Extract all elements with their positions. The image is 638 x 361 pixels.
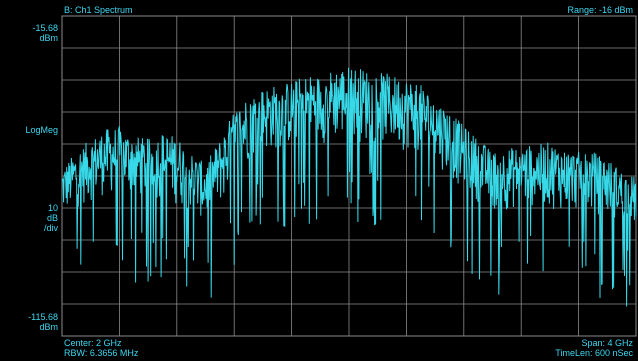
y-top-value: -15.68 [32,23,58,33]
timelen-label: TimeLen: 600 nSec [555,348,633,358]
y-scale-per: /div [43,223,58,233]
y-scale-unit: dB [46,213,58,223]
y-bottom-value: -115.68 [28,312,58,322]
spectrum-trace [61,67,637,307]
center-label: Center: 2 GHz [64,338,122,348]
span-label: Span: 4 GHz [581,338,633,348]
rbw-label: RBW: 6.3656 MHz [64,348,139,358]
y-bottom-unit: dBm [39,322,58,332]
chart-title: B: Ch1 Spectrum [64,5,133,15]
y-scale-value: 10 [47,203,58,213]
y-top-unit: dBm [39,33,58,43]
range-label: Range: -16 dBm [567,5,633,15]
y-mode-label: LogMeg [25,125,58,135]
